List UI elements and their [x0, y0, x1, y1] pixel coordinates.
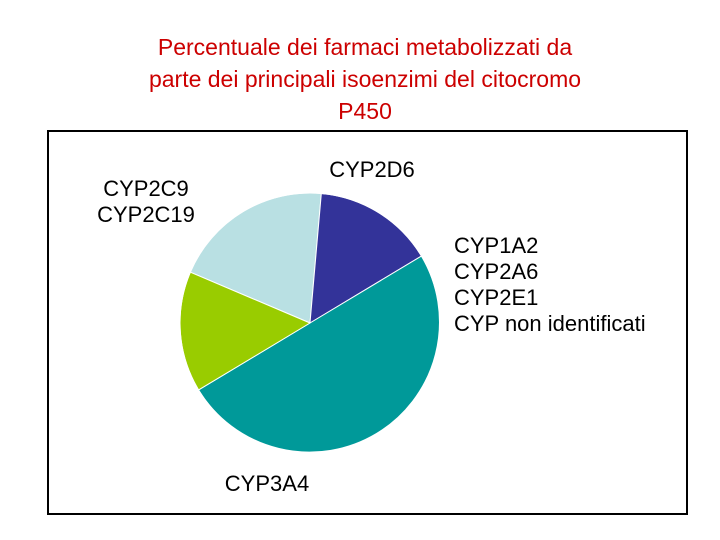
slice-label-cyp1a2: CYP1A2 CYP2A6 CYP2E1 CYP non identificati: [454, 233, 646, 336]
slice-label-cyp2d6: CYP2D6: [329, 157, 415, 182]
slice-label-cyp3a4: CYP3A4: [225, 471, 309, 496]
slice-label-cyp2c9: CYP2C9 CYP2C19: [97, 176, 195, 227]
chart-title: Percentuale dei farmaci metabolizzati da…: [148, 34, 582, 124]
pie-outline: [179, 192, 441, 454]
chart-frame: [47, 130, 688, 515]
